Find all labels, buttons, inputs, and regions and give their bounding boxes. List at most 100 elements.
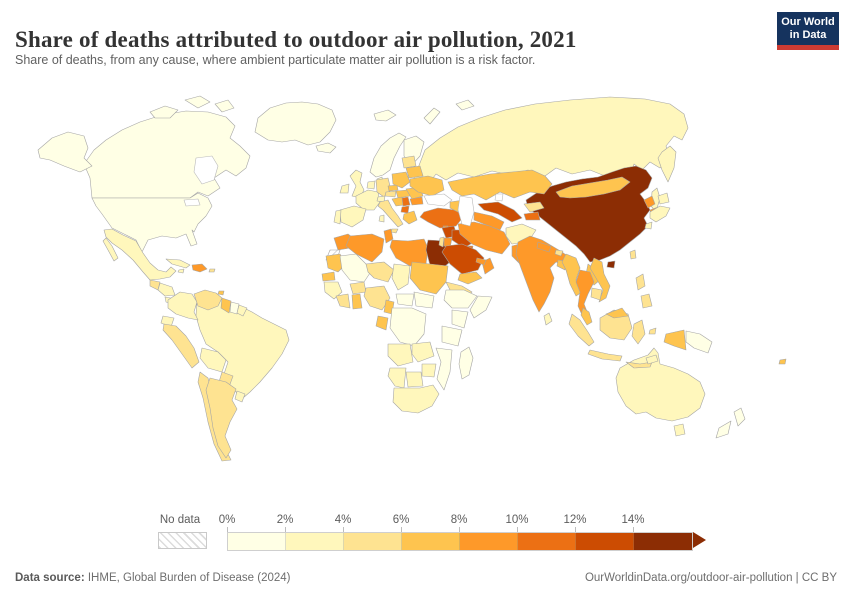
country-kazakhstan[interactable]: [447, 169, 553, 201]
country-nepal[interactable]: [536, 241, 552, 253]
country-usa-alaska[interactable]: [37, 131, 93, 173]
country-cote-divoire[interactable]: [335, 293, 351, 309]
country-benelux[interactable]: [366, 180, 376, 190]
country-madagascar[interactable]: [458, 346, 474, 380]
country-south-africa[interactable]: [392, 384, 440, 414]
country-bhutan[interactable]: [554, 249, 564, 257]
country-united-kingdom[interactable]: [349, 169, 365, 199]
country-turkey[interactable]: [419, 207, 465, 229]
country-bulgaria[interactable]: [409, 196, 424, 206]
country-uzbekistan[interactable]: [477, 201, 523, 223]
country-south-sudan-uganda[interactable]: [413, 291, 435, 309]
country-italy[interactable]: [377, 199, 404, 228]
country-taiwan[interactable]: [629, 249, 637, 260]
country-botswana[interactable]: [405, 371, 424, 388]
country-indonesia-java[interactable]: [587, 349, 623, 362]
country-honduras-nicaragua[interactable]: [157, 282, 176, 297]
country-usa[interactable]: [91, 192, 213, 253]
country-china[interactable]: [525, 165, 653, 263]
country-haiti-dominican[interactable]: [191, 263, 208, 273]
country-nigeria[interactable]: [363, 285, 391, 311]
country-philippines-mindanao[interactable]: [640, 293, 653, 309]
country-italy-sicily[interactable]: [390, 228, 399, 234]
country-ukraine[interactable]: [409, 175, 445, 197]
country-senegal[interactable]: [321, 271, 336, 282]
country-trinidad[interactable]: [217, 290, 225, 296]
owid-link[interactable]: OurWorldinData.org/outdoor-air-pollution: [584, 572, 793, 584]
country-colombia[interactable]: [167, 291, 199, 321]
country-dr-congo[interactable]: [389, 307, 427, 347]
country-yemen[interactable]: [457, 271, 483, 285]
country-mexico[interactable]: [103, 228, 177, 281]
country-russia-kamchatka[interactable]: [657, 145, 677, 183]
no-data-swatch[interactable]: [158, 532, 207, 549]
country-new-zealand-north[interactable]: [733, 407, 746, 427]
country-japan-hokkaido[interactable]: [657, 192, 670, 205]
country-saudi-arabia[interactable]: [441, 243, 485, 275]
country-india[interactable]: [515, 235, 571, 313]
country-albania-macedonia[interactable]: [400, 205, 410, 214]
country-indonesia-sulawesi[interactable]: [631, 319, 646, 345]
country-uruguay[interactable]: [234, 390, 246, 403]
country-french-guiana[interactable]: [236, 304, 248, 317]
country-serbia[interactable]: [401, 196, 411, 207]
country-niger[interactable]: [365, 261, 395, 283]
country-indonesia-sumatra[interactable]: [568, 313, 595, 347]
country-tajikistan[interactable]: [523, 211, 541, 221]
country-myanmar[interactable]: [561, 253, 583, 297]
country-zimbabwe[interactable]: [421, 363, 437, 378]
country-china-hainan[interactable]: [606, 260, 616, 269]
country-vietnam[interactable]: [589, 257, 611, 303]
owid-logo[interactable]: Our World in Data: [777, 12, 839, 50]
country-spain[interactable]: [339, 205, 367, 228]
country-svalbard[interactable]: [373, 109, 397, 122]
country-philippines-luzon[interactable]: [635, 273, 646, 291]
country-mongolia[interactable]: [555, 176, 631, 199]
country-indonesia-papua[interactable]: [663, 329, 687, 351]
country-namibia[interactable]: [387, 367, 407, 389]
country-cuba[interactable]: [165, 258, 191, 269]
country-brazil[interactable]: [195, 295, 290, 399]
country-jamaica[interactable]: [177, 268, 185, 274]
country-australia-tasmania[interactable]: [673, 423, 686, 437]
country-tanzania[interactable]: [441, 325, 463, 347]
country-burkina-faso[interactable]: [349, 281, 367, 295]
country-argentina[interactable]: [205, 377, 238, 459]
country-mozambique[interactable]: [435, 347, 453, 391]
country-sudan[interactable]: [409, 261, 449, 295]
country-gabon-congo[interactable]: [375, 315, 389, 331]
country-angola[interactable]: [387, 343, 414, 367]
country-venezuela[interactable]: [193, 289, 223, 311]
country-suriname[interactable]: [229, 301, 240, 315]
country-sri-lanka[interactable]: [543, 312, 553, 326]
country-malaysia-peninsula[interactable]: [580, 307, 593, 326]
country-greenland[interactable]: [254, 101, 337, 146]
country-novaya-zemlya[interactable]: [423, 107, 441, 125]
country-ethiopia[interactable]: [443, 289, 478, 309]
country-norway-sweden[interactable]: [369, 132, 407, 178]
country-fiji[interactable]: [778, 358, 787, 365]
country-indonesia-lesser-sunda[interactable]: [625, 361, 653, 369]
country-central-african-republic[interactable]: [395, 293, 415, 307]
country-puerto-rico[interactable]: [208, 268, 216, 273]
country-italy-sardinia[interactable]: [378, 214, 385, 223]
country-israel[interactable]: [438, 236, 445, 248]
country-north-korea[interactable]: [643, 195, 656, 209]
legend-bar[interactable]: [227, 532, 693, 551]
country-canada[interactable]: [83, 110, 251, 199]
country-japan-kyushu[interactable]: [644, 221, 653, 230]
country-ireland[interactable]: [339, 183, 350, 194]
country-somalia[interactable]: [469, 295, 493, 319]
country-zambia[interactable]: [411, 341, 435, 363]
country-guyana[interactable]: [220, 297, 232, 314]
country-new-zealand-south[interactable]: [715, 420, 732, 439]
country-timor[interactable]: [645, 354, 659, 365]
country-poland[interactable]: [391, 171, 411, 189]
country-mexico-baja[interactable]: [102, 237, 119, 262]
country-peru[interactable]: [162, 323, 200, 369]
country-austria[interactable]: [384, 190, 397, 198]
country-arctic-islands[interactable]: [455, 99, 475, 111]
country-malaysia-borneo[interactable]: [605, 307, 629, 319]
country-kenya[interactable]: [451, 309, 469, 329]
country-france[interactable]: [355, 189, 381, 211]
